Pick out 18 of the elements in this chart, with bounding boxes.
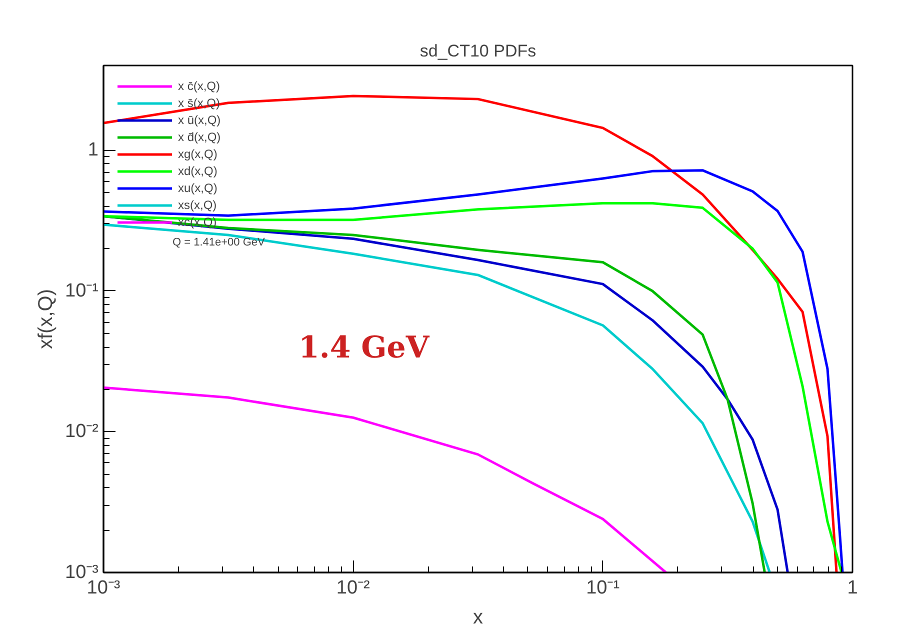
legend-label: x d̄(x,Q)	[178, 130, 221, 144]
y-tick-label: 1	[88, 140, 99, 161]
legend-label: x ū(x,Q)	[178, 113, 221, 127]
chart-title: sd_CT10 PDFs	[420, 42, 536, 60]
x-tick-label: 10⁻²	[336, 578, 370, 598]
legend-label: xu(x,Q)	[178, 181, 218, 195]
x-tick-label: 1	[847, 578, 858, 598]
y-axis-title: xf(x,Q)	[35, 288, 58, 349]
legend-label: x c̄(x,Q)	[178, 79, 220, 93]
annotation: 1.4 GeV	[298, 330, 430, 366]
x-axis-title: x	[473, 606, 483, 628]
y-tick-label: 10⁻¹	[65, 280, 99, 302]
legend-label: xd(x,Q)	[178, 164, 218, 178]
y-tick-label: 10⁻²	[65, 421, 99, 442]
x-tick-label: 10⁻¹	[586, 578, 620, 598]
legend-label: xg(x,Q)	[178, 147, 218, 161]
legend-label: xs(x,Q)	[178, 198, 217, 212]
annotation: Q = 1.41e+00 GeV	[172, 236, 266, 248]
